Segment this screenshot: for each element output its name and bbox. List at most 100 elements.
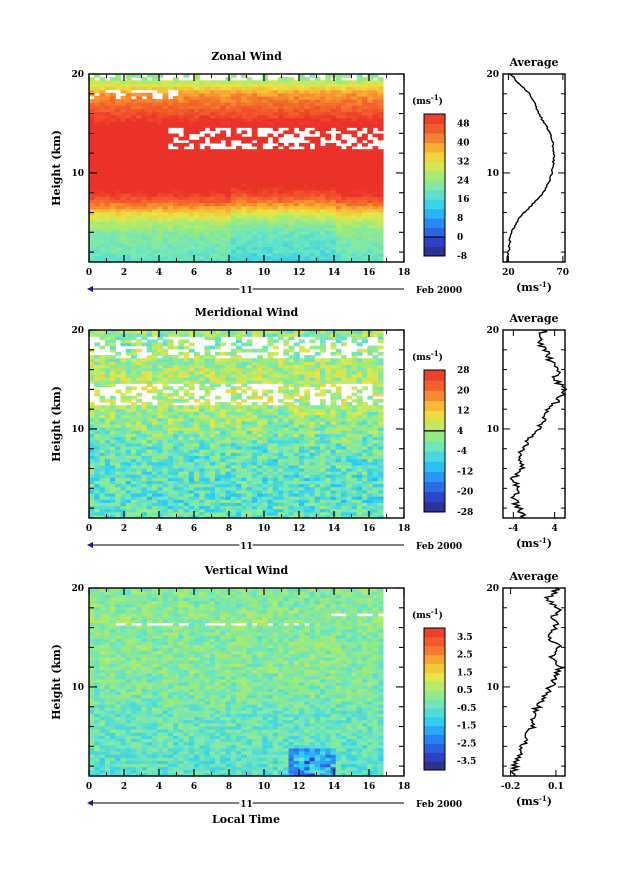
heatmap-cell bbox=[199, 249, 206, 254]
heatmap-cell bbox=[194, 171, 200, 175]
heatmap-cell bbox=[120, 130, 127, 135]
heatmap-cell bbox=[162, 205, 169, 210]
heatmap-cell bbox=[241, 236, 248, 241]
heatmap-cell bbox=[131, 505, 137, 510]
heatmap-cell bbox=[309, 114, 316, 119]
heatmap-cell bbox=[278, 133, 284, 138]
heatmap-cell bbox=[162, 127, 169, 131]
heatmap-cell bbox=[157, 252, 164, 257]
heatmap-cell bbox=[278, 233, 284, 238]
heatmap-cell bbox=[304, 208, 311, 213]
heatmap-cell bbox=[335, 461, 342, 466]
heatmap-cell bbox=[241, 158, 248, 163]
heatmap-cell bbox=[225, 233, 232, 238]
heatmap-cell bbox=[351, 155, 358, 160]
heatmap-cell bbox=[325, 430, 332, 434]
heatmap-cell bbox=[320, 467, 326, 472]
heatmap-cell bbox=[215, 233, 221, 238]
heatmap-cell bbox=[157, 108, 164, 113]
heatmap-cell bbox=[362, 193, 368, 197]
heatmap-cell bbox=[110, 461, 116, 466]
heatmap-cell bbox=[125, 436, 132, 441]
heatmap-cell bbox=[215, 514, 221, 519]
heatmap-cell bbox=[141, 221, 148, 225]
heatmap-cell bbox=[251, 502, 258, 507]
heatmap-cell bbox=[367, 258, 374, 263]
heatmap-cell bbox=[330, 208, 337, 213]
heatmap-cell bbox=[199, 127, 206, 131]
heatmap-cell bbox=[157, 505, 164, 510]
heatmap-cell bbox=[367, 471, 374, 475]
heatmap-cell bbox=[335, 205, 342, 210]
heatmap-cell bbox=[272, 233, 279, 238]
heatmap-cell bbox=[335, 152, 342, 157]
heatmap-cell bbox=[367, 467, 374, 472]
heatmap-cell bbox=[236, 196, 242, 200]
heatmap-cell bbox=[120, 233, 127, 238]
heatmap-cell bbox=[367, 161, 374, 166]
heatmap-cell bbox=[152, 218, 158, 222]
heatmap-cell bbox=[251, 149, 258, 153]
heatmap-cell bbox=[115, 77, 122, 81]
heatmap-cell bbox=[178, 105, 185, 110]
heatmap-cell bbox=[94, 136, 101, 141]
heatmap-cell bbox=[225, 424, 232, 428]
heatmap-cell bbox=[325, 177, 332, 182]
heatmap-cell bbox=[204, 499, 211, 503]
heatmap-cell bbox=[225, 211, 232, 216]
heatmap-cell bbox=[104, 464, 111, 469]
heatmap-cell bbox=[183, 227, 190, 232]
heatmap-cell bbox=[194, 227, 200, 232]
heatmap-cell bbox=[267, 99, 274, 103]
heatmap-cell bbox=[152, 508, 158, 513]
heatmap-cell bbox=[341, 211, 347, 216]
heatmap-cell bbox=[178, 480, 185, 485]
heatmap-cell bbox=[246, 458, 253, 463]
heatmap-cell bbox=[362, 258, 368, 263]
heatmap-cell bbox=[293, 436, 300, 441]
heatmap-cell bbox=[162, 149, 169, 153]
heatmap-cell bbox=[220, 171, 227, 175]
heatmap-cell bbox=[262, 199, 269, 204]
heatmap-cell bbox=[251, 433, 258, 438]
heatmap-cell bbox=[99, 177, 106, 182]
heatmap-cell bbox=[325, 92, 332, 97]
heatmap-cell bbox=[272, 496, 279, 500]
heatmap-cell bbox=[183, 74, 190, 78]
heatmap-cell bbox=[152, 142, 158, 147]
heatmap-cell bbox=[351, 186, 358, 191]
heatmap-cell bbox=[152, 502, 158, 507]
heatmap-cell bbox=[257, 461, 263, 466]
heatmap-cell bbox=[356, 117, 363, 122]
heatmap-cell bbox=[299, 427, 305, 431]
heatmap-cell bbox=[188, 183, 195, 188]
heatmap-cell bbox=[372, 99, 379, 103]
heatmap-cell bbox=[299, 477, 305, 481]
heatmap-cell bbox=[320, 189, 326, 194]
heatmap-cell bbox=[225, 142, 232, 147]
heatmap-cell bbox=[356, 511, 363, 516]
heatmap-cell bbox=[262, 193, 269, 197]
heatmap-cell bbox=[146, 158, 153, 163]
heatmap-cell bbox=[241, 80, 248, 84]
heatmap-cell bbox=[372, 117, 379, 122]
heatmap-cell bbox=[146, 243, 153, 247]
heatmap-cell bbox=[241, 102, 248, 106]
heatmap-cell bbox=[257, 243, 263, 247]
heatmap-cell bbox=[377, 449, 384, 453]
heatmap-cell bbox=[267, 467, 274, 472]
heatmap-cell bbox=[131, 477, 137, 481]
heatmap-cell bbox=[110, 105, 116, 110]
heatmap-cell bbox=[104, 168, 111, 172]
heatmap-cell bbox=[257, 496, 263, 500]
heatmap-cell bbox=[199, 436, 206, 441]
heatmap-cell bbox=[257, 499, 263, 503]
heatmap-cell bbox=[152, 196, 158, 200]
heatmap-cell bbox=[104, 461, 111, 466]
heatmap-cell bbox=[314, 505, 321, 510]
heatmap-cell bbox=[152, 427, 158, 431]
heatmap-cell bbox=[89, 86, 95, 91]
heatmap-cell bbox=[272, 427, 279, 431]
heatmap-cell bbox=[236, 183, 242, 188]
heatmap-cell bbox=[299, 221, 305, 225]
